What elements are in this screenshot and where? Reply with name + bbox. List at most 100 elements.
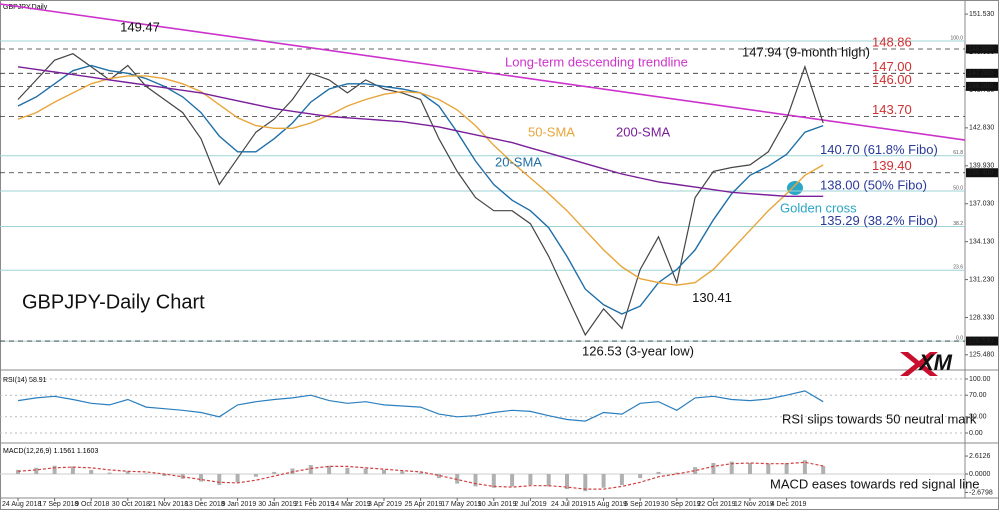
histogram-bar xyxy=(363,468,368,474)
x-tick-label: 13 Dec 2018 xyxy=(185,501,225,508)
point-label: 126.53 (3-year low) xyxy=(582,344,694,359)
y-tick-label: -2.6798 xyxy=(969,489,993,496)
level-axis-label: 126.530 xyxy=(968,338,993,345)
histogram-bar xyxy=(473,474,478,487)
macd-note: MACD eases towards red signal line xyxy=(770,476,980,491)
point-label: 149.47 xyxy=(120,19,160,34)
histogram-bar xyxy=(253,474,258,477)
fib-label: 0.0 xyxy=(956,335,963,341)
histogram-bar xyxy=(400,471,405,474)
level-label: 139.40 xyxy=(872,158,912,173)
point-label: 147.94 (9-month high) xyxy=(742,44,870,59)
fib-note: 140.70 (61.8% Fibo) xyxy=(820,142,938,157)
x-tick-label: 15 Aug 2019 xyxy=(588,501,627,508)
fib-label: 100.0 xyxy=(950,35,963,41)
x-tick-label: 22 Oct 2019 xyxy=(697,501,735,508)
level-axis-box xyxy=(966,336,998,346)
histogram-bar xyxy=(290,468,295,474)
histogram-bar xyxy=(656,471,661,474)
level-axis-label: 139.400 xyxy=(968,170,993,177)
histogram-bar xyxy=(162,474,167,477)
golden-cross-label: Golden cross xyxy=(780,200,857,215)
golden-cross-marker xyxy=(787,181,803,195)
series-line xyxy=(17,390,824,422)
fib-note: 135.29 (38.2% Fibo) xyxy=(820,213,938,228)
y-tick-label: 134.130 xyxy=(969,239,994,246)
level-label: 143.70 xyxy=(872,102,912,117)
histogram-bar xyxy=(34,467,39,474)
y-tick-label: 128.330 xyxy=(969,314,994,321)
trendline-label: Long-term descending trendline xyxy=(505,54,688,69)
histogram-bar xyxy=(107,472,112,474)
x-tick-label: 30 Oct 2018 xyxy=(112,501,150,508)
level-label: 146.00 xyxy=(872,72,912,87)
histogram-bar xyxy=(89,469,94,474)
histogram-bar xyxy=(52,465,57,474)
histogram-bar xyxy=(528,474,533,485)
histogram-bar xyxy=(802,460,807,474)
x-tick-label: 3 Apr 2019 xyxy=(368,501,402,508)
histogram-bar xyxy=(327,465,332,474)
histogram-bar xyxy=(455,474,460,484)
y-tick-label: 131.230 xyxy=(969,276,994,283)
fib-note: 138.00 (50% Fibo) xyxy=(820,177,927,192)
histogram-bar xyxy=(784,463,789,474)
histogram-bar xyxy=(711,463,716,474)
histogram-bar xyxy=(235,474,240,483)
histogram-bar xyxy=(748,463,752,474)
fib-label: 50.0 xyxy=(953,185,963,191)
x-tick-label: 17 Sep 2018 xyxy=(39,501,79,508)
y-tick-label: 139.930 xyxy=(969,163,994,170)
y-tick-label: 137.030 xyxy=(969,201,994,208)
logo: XM xyxy=(900,350,953,376)
y-tick-label: 0.00 xyxy=(969,430,983,437)
histogram-bar xyxy=(565,474,569,490)
y-tick-label: 142.830 xyxy=(969,125,994,132)
fib-label: 23.6 xyxy=(953,265,963,271)
y-tick-label: 70.00 xyxy=(969,392,987,399)
series-label: 200-SMA xyxy=(616,124,671,139)
level-axis-label: 146.000 xyxy=(968,83,993,90)
logo-text: XM xyxy=(917,350,953,375)
chart-title: GBPJPY-Daily Chart xyxy=(22,291,205,313)
y-tick-label: 30.00 xyxy=(969,414,987,421)
fib-label: 61.8 xyxy=(953,150,963,156)
x-tick-label: 9 Jan 2019 xyxy=(222,501,257,508)
x-tick-label: 21 Nov 2018 xyxy=(148,501,188,508)
x-tick-label: 30 Sep 2019 xyxy=(661,501,701,508)
x-tick-label: 25 Apr 2019 xyxy=(405,501,443,508)
price-line xyxy=(17,53,824,337)
histogram-bar xyxy=(272,471,277,474)
x-tick-label: 17 May 2019 xyxy=(441,501,482,508)
histogram-bar xyxy=(418,472,423,474)
level-axis-label: 147.000 xyxy=(968,70,993,77)
x-tick-label: 6 Sep 2019 xyxy=(624,501,660,508)
histogram-bar xyxy=(729,461,734,474)
macd-header: MACD(12,26,9) 1.1561 1.1603 xyxy=(3,448,98,455)
x-tick-label: 2 Jul 2019 xyxy=(514,501,546,508)
trendline xyxy=(0,3,966,141)
x-tick-label: 12 Nov 2019 xyxy=(734,501,774,508)
x-tick-label: 24 Jul 2019 xyxy=(551,501,587,508)
level-label: 148.86 xyxy=(872,34,912,49)
histogram-bar xyxy=(199,474,203,482)
series-line xyxy=(17,461,824,490)
rsi-note: RSI slips towards 50 neutral mark xyxy=(782,411,977,426)
histogram-bar xyxy=(345,467,350,474)
y-tick-label: 0.0000 xyxy=(969,471,991,478)
histogram-bar xyxy=(766,463,771,474)
y-tick-label: 2.6126 xyxy=(969,453,991,460)
histogram-bar xyxy=(217,474,222,485)
y-tick-label: 100.00 xyxy=(969,376,991,383)
series-label: 20-SMA xyxy=(495,154,542,169)
logo-mark xyxy=(900,352,938,376)
histogram-bar xyxy=(70,466,75,474)
x-tick-label: 30 Jan 2019 xyxy=(258,501,297,508)
histogram-bar xyxy=(674,472,679,474)
x-tick-label: 9 Oct 2018 xyxy=(75,501,109,508)
level-axis-box xyxy=(966,68,998,78)
series-line xyxy=(17,66,824,197)
x-tick-label: 21 Feb 2019 xyxy=(295,501,334,508)
y-tick-label: 151.530 xyxy=(969,11,994,18)
